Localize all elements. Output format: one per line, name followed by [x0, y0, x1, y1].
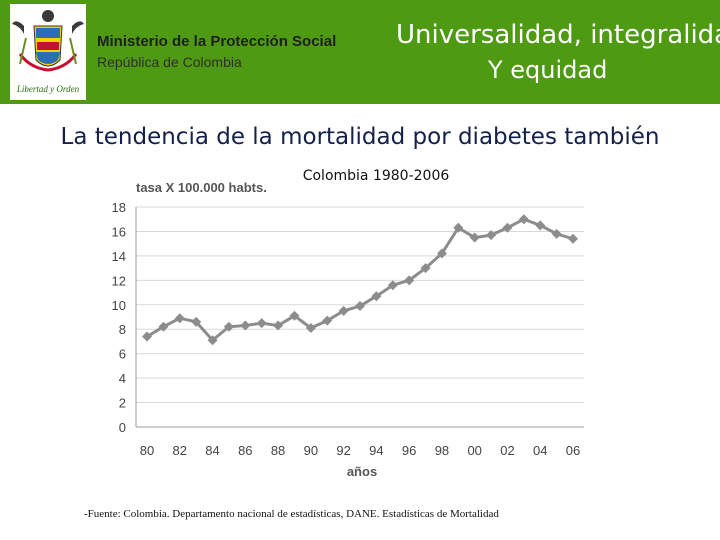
logo-caption: Libertad y Orden [16, 84, 80, 94]
data-point-marker [518, 214, 529, 225]
data-point-marker [289, 310, 300, 321]
y-tick-label: 14 [112, 249, 126, 264]
x-tick-label: 80 [140, 443, 154, 458]
data-point-marker [174, 313, 185, 324]
x-tick-label: 94 [369, 443, 383, 458]
coat-of-arms-logo: Libertad y Orden [10, 4, 86, 100]
x-tick-label: 90 [304, 443, 318, 458]
motto-line-2: Y equidad [488, 56, 608, 84]
header-banner: Libertad y Orden Ministerio de la Protec… [0, 0, 720, 104]
data-point-marker [338, 305, 349, 316]
y-tick-label: 4 [119, 371, 126, 386]
x-tick-label: 02 [500, 443, 514, 458]
source-note: -Fuente: Colombia. Departamento nacional… [84, 508, 499, 520]
y-tick-label: 0 [119, 420, 126, 435]
x-tick-label: 92 [336, 443, 350, 458]
data-point-marker [469, 232, 480, 243]
data-points [142, 214, 578, 346]
x-tick-label: 04 [533, 443, 547, 458]
x-tick-label: 82 [173, 443, 187, 458]
data-point-marker [191, 316, 202, 327]
y-tick-label: 10 [112, 298, 126, 313]
y-tick-label: 12 [112, 273, 126, 288]
x-tick-label: 88 [271, 443, 285, 458]
data-point-marker [535, 220, 546, 231]
ministry-name: Ministerio de la Protección Social [97, 33, 337, 50]
data-point-marker [355, 301, 365, 311]
x-tick-label: 96 [402, 443, 416, 458]
data-point-marker [387, 280, 398, 291]
x-tick-label: 86 [238, 443, 252, 458]
y-tick-label: 16 [112, 224, 126, 239]
data-point-marker [240, 320, 251, 331]
y-tick-label: 6 [119, 347, 126, 362]
y-tick-label: 2 [119, 396, 126, 411]
data-point-marker [436, 248, 447, 259]
data-point-marker [502, 222, 513, 233]
motto-line-1: Universalidad, integralidad [396, 20, 720, 50]
gridlines [136, 206, 584, 404]
data-point-marker [371, 291, 382, 302]
data-point-marker [256, 318, 267, 329]
data-point-marker [420, 263, 431, 274]
data-point-marker [486, 230, 497, 241]
y-tick-label: 8 [119, 322, 126, 337]
x-tick-label: 98 [435, 443, 449, 458]
data-point-marker [453, 222, 464, 233]
data-point-marker [158, 321, 169, 332]
x-tick-label: 06 [566, 443, 580, 458]
data-point-marker [223, 321, 234, 332]
y-tick-label: 18 [112, 200, 126, 215]
data-point-marker [404, 275, 415, 286]
x-axis-label: años [347, 464, 377, 479]
slide-headline: La tendencia de la mortalidad por diabet… [60, 124, 660, 150]
series-line [146, 217, 574, 343]
x-tick-label: 84 [205, 443, 219, 458]
data-point-marker [305, 323, 316, 333]
axes [135, 207, 584, 428]
data-point-marker [551, 228, 562, 239]
republic-name: República de Colombia [97, 54, 242, 70]
data-point-marker [322, 315, 333, 326]
data-point-marker [207, 335, 218, 346]
chart-title: Colombia 1980-2006 [303, 168, 450, 184]
data-point-marker [142, 331, 152, 342]
data-point-marker [273, 320, 284, 331]
data-point-marker [568, 233, 578, 244]
x-tick-label: 00 [467, 443, 481, 458]
y-axis-label: tasa X 100.000 habts. [136, 180, 267, 195]
